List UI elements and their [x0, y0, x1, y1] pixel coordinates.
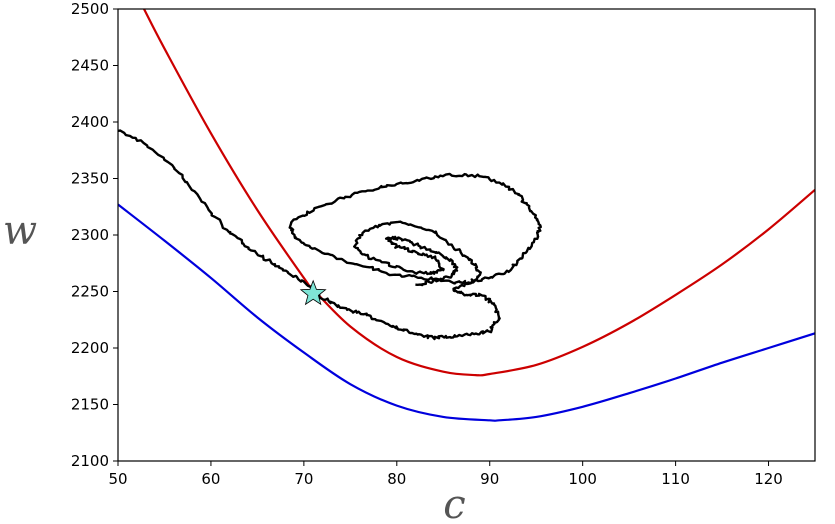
- series-line-1: [143, 9, 815, 377]
- plot-frame: [117, 8, 816, 462]
- y-tick-label: 2100: [71, 452, 109, 470]
- y-tick-label: 2150: [71, 396, 109, 414]
- y-tick-label: 2400: [71, 113, 109, 131]
- x-tick-label: 80: [387, 470, 406, 488]
- y-tick-label: 2350: [71, 170, 109, 188]
- x-tick-label: 60: [201, 470, 220, 488]
- x-tick-label: 120: [754, 470, 783, 488]
- x-tick-label: 110: [661, 470, 690, 488]
- x-tick-label: 100: [568, 470, 597, 488]
- x-tick-label: 50: [108, 470, 127, 488]
- ticks-layer: 50 60 70 80 90 100 110 120 2100 2150 2200 2250 2300 2…: [71, 0, 783, 488]
- y-tick-label: 2200: [71, 339, 109, 357]
- marker-layer: [299, 279, 327, 306]
- y-tick-label: 2300: [71, 226, 109, 244]
- series-line-3: [118, 129, 542, 341]
- x-axis-label: c: [443, 482, 465, 524]
- x-tick-label: 70: [294, 470, 313, 488]
- y-tick-label: 2500: [71, 0, 109, 18]
- x-tick-label: 90: [480, 470, 499, 488]
- y-axis-label: w: [3, 208, 37, 254]
- series-line-2: [118, 203, 815, 422]
- y-tick-label: 2250: [71, 283, 109, 301]
- star-marker: [299, 279, 327, 306]
- series-layer: [118, 9, 815, 422]
- y-tick-label: 2450: [71, 57, 109, 75]
